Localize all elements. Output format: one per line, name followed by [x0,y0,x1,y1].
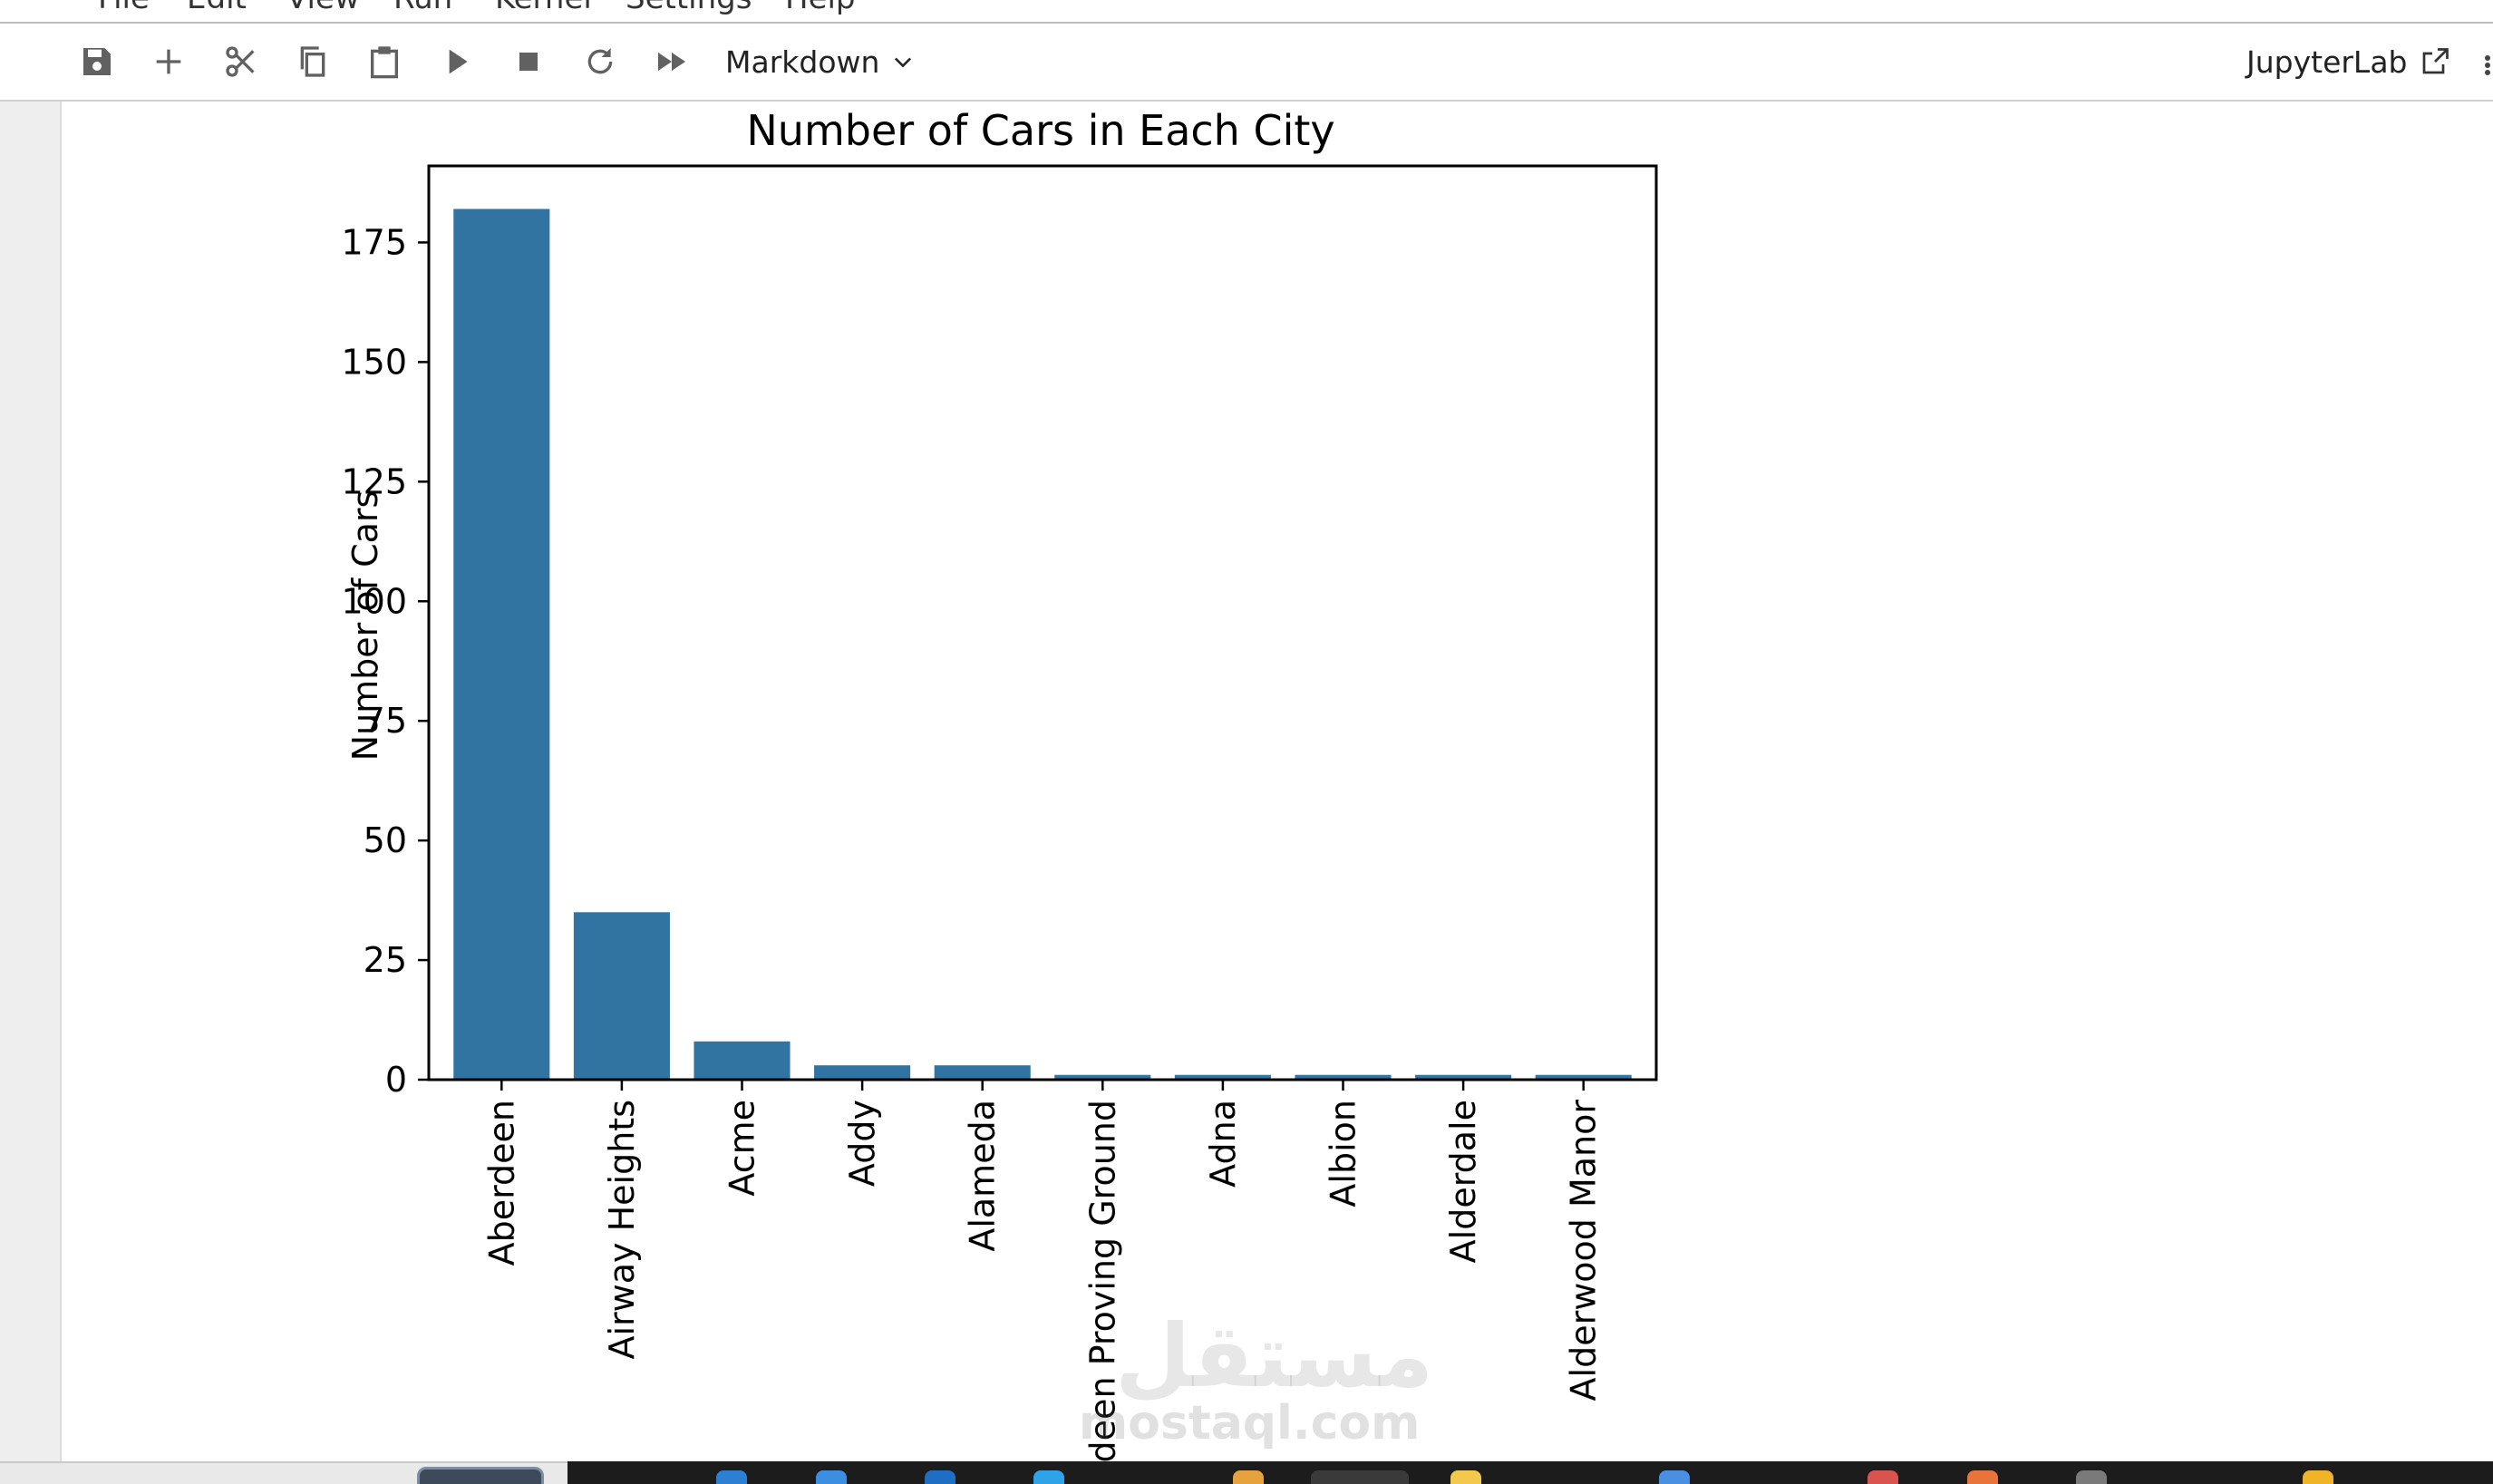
bars-group [453,209,1632,1080]
external-link-icon [2422,48,2449,74]
cell-type-label: Markdown [725,44,880,80]
chart-title: Number of Cars in Each City [746,106,1334,155]
x-tick-label: Adna [1203,1100,1243,1188]
restart-kernel-button[interactable] [575,36,626,87]
run-all-button[interactable] [646,36,697,87]
taskbar-app-icon[interactable] [2076,1470,2107,1484]
bar-airway-heights [573,912,670,1080]
bar-alderwood-manor [1535,1074,1632,1080]
x-tick-label: Albion [1324,1100,1363,1208]
taskbar-app-icon[interactable] [1450,1470,1481,1484]
x-tick-label: Alderdale [1443,1100,1483,1263]
run-cell-button[interactable] [432,36,482,87]
bar-aberdeen-proving-ground [1054,1074,1151,1080]
y-tick-label: 125 [341,461,407,501]
taskbar-app-icon[interactable] [1967,1470,1998,1484]
bar-chart: Number of Cars in Each City Number of Ca… [341,106,1658,1461]
y-tick-label: 0 [385,1060,407,1100]
x-tick-label: Airway Heights [602,1100,642,1360]
menu-help[interactable]: Help [785,0,856,16]
x-tick-label: Aberdeen Proving Ground [1082,1100,1122,1461]
taskbar-app-icon[interactable] [1659,1470,1690,1484]
taskbar-app-icon[interactable] [716,1470,747,1484]
scissors-icon [226,46,255,77]
menu-view[interactable]: View [286,0,360,16]
menu-kernel[interactable]: Kernel [495,0,592,16]
cell-gutter [0,102,62,1461]
x-tick-label: Acme [723,1100,762,1197]
chevron-down-icon [895,57,912,68]
notebook-toolbar: Markdown JupyterLab [0,24,2493,102]
bar-alameda [934,1065,1031,1080]
copy-icon [300,46,325,77]
taskbar-app-icon[interactable] [1033,1470,1064,1484]
x-tick-label: Aberdeen [481,1100,521,1266]
bar-addy [814,1065,911,1080]
y-tick-label: 100 [341,581,407,621]
bar-albion [1295,1074,1392,1080]
taskbar-app-icon[interactable] [2303,1470,2333,1484]
y-axis-label: Number of Cars [345,490,385,761]
interrupt-kernel-button[interactable] [503,36,554,87]
bar-alderdale [1415,1074,1512,1080]
cell-output-area: Number of Cars in Each City Number of Ca… [62,102,2493,1461]
bar-aberdeen [453,209,550,1080]
plus-icon [156,49,181,74]
y-tick-label: 50 [364,820,407,860]
x-tick-label: Addy [842,1100,882,1187]
save-button[interactable] [72,36,122,87]
menu-file[interactable]: File [98,0,150,16]
menu-edit[interactable]: Edit [187,0,247,16]
bar-adna [1174,1074,1271,1080]
menu-bar: File Edit View Run Kernel Settings Help [0,0,2493,24]
cell-type-dropdown[interactable]: Markdown [725,40,916,83]
jupyterlab-label: JupyterLab [2246,44,2408,80]
x-tick-label: Alameda [963,1100,1003,1252]
paste-cell-button[interactable] [359,36,410,87]
y-tick-label: 25 [364,940,407,980]
stop-icon [519,53,538,71]
y-tick-label: 75 [364,701,407,741]
run-icon [449,49,468,74]
open-in-jupyterlab-button[interactable]: JupyterLab [2246,40,2451,83]
fast-forward-icon [658,53,685,71]
menu-run[interactable]: Run [393,0,452,16]
x-axis-ticks: Aberdeen Airway Heights Acme Addy Alameda Abe… [481,1080,1604,1461]
restart-icon [587,48,613,74]
os-taskbar [567,1461,2493,1484]
taskbar-window-thumbnail[interactable] [417,1467,544,1484]
menu-settings[interactable]: Settings [626,0,752,16]
taskbar-app-icon[interactable] [1233,1470,1264,1484]
taskbar-app-icon[interactable] [816,1470,847,1484]
y-tick-label: 175 [341,222,407,262]
x-tick-label: Alderwood Manor [1564,1100,1604,1402]
kernel-status-icon [2485,55,2490,75]
save-icon [83,48,111,75]
bar-acme [694,1041,791,1080]
insert-cell-button[interactable] [143,36,194,87]
taskbar-app-icon-active[interactable] [1311,1470,1409,1484]
paste-icon [371,46,398,79]
taskbar-app-icon[interactable] [925,1470,955,1484]
y-tick-label: 150 [341,342,407,382]
taskbar-app-icon[interactable] [1867,1470,1898,1484]
copy-cell-button[interactable] [287,36,338,87]
y-axis-ticks: 0 25 50 75 100 125 150 175 [341,222,429,1100]
plot-frame [427,164,1658,1081]
cut-cell-button[interactable] [216,36,267,87]
